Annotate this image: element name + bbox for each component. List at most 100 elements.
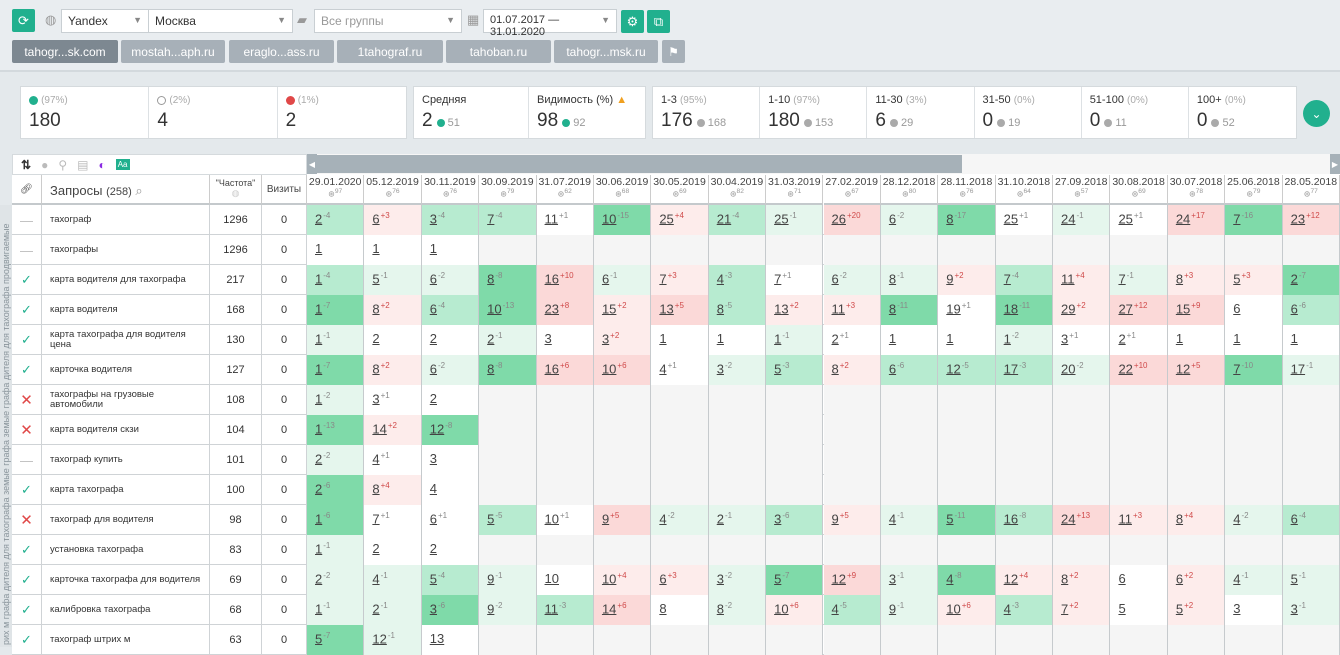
query-text[interactable]: карта водителя для тахографа <box>42 265 210 295</box>
position-value[interactable]: 3 <box>716 361 724 377</box>
position-value[interactable]: 1 <box>774 331 782 347</box>
position-cell[interactable]: 6-1 <box>593 265 652 295</box>
groups-select[interactable]: Все группы ▼ <box>314 9 462 33</box>
position-value[interactable]: 3 <box>716 571 724 587</box>
position-cell[interactable]: 16+10 <box>536 265 594 295</box>
position-value[interactable]: 5 <box>372 271 380 287</box>
position-value[interactable]: 12 <box>946 361 961 377</box>
date-column-header[interactable]: 30.05.2019 ⊛69 <box>651 175 709 205</box>
position-cell[interactable]: 2 <box>364 325 422 355</box>
position-cell[interactable]: 1 <box>938 325 996 355</box>
export-button[interactable]: ⧉ <box>647 10 670 33</box>
position-value[interactable]: 8 <box>716 301 724 317</box>
position-cell[interactable]: 1-2 <box>995 325 1054 355</box>
position-value[interactable]: 9 <box>831 511 839 527</box>
position-value[interactable]: 2 <box>429 331 437 346</box>
position-cell[interactable]: 6 <box>1110 565 1168 595</box>
date-column-header[interactable]: 31.07.2019 ⊛62 <box>536 175 594 205</box>
position-value[interactable]: 12 <box>1175 361 1191 377</box>
project-tab[interactable]: tahogr...sk.com <box>12 40 118 63</box>
scrollbar-thumb[interactable] <box>317 155 962 173</box>
position-cell[interactable]: 3 <box>536 325 594 355</box>
position-value[interactable]: 3 <box>601 331 610 347</box>
position-cell[interactable]: 1-1 <box>307 325 365 355</box>
query-text[interactable]: тахографы <box>42 235 210 265</box>
position-value[interactable]: 2 <box>1290 271 1298 287</box>
position-cell[interactable]: 7-4 <box>479 205 537 235</box>
position-value[interactable]: 4 <box>716 271 724 287</box>
position-value[interactable]: 2 <box>487 331 495 347</box>
position-value[interactable]: 1 <box>315 391 323 407</box>
date-column-header[interactable]: 30.04.2019 ⊛82 <box>708 175 767 205</box>
position-value[interactable]: 3 <box>429 451 437 466</box>
position-cell[interactable]: 3 <box>1225 595 1283 625</box>
position-cell[interactable]: 15+9 <box>1167 295 1226 325</box>
position-cell[interactable]: 4-3 <box>995 595 1054 625</box>
position-cell[interactable]: 17-3 <box>995 355 1054 385</box>
position-value[interactable]: 8 <box>1175 271 1184 287</box>
position-value[interactable]: 24 <box>1061 211 1076 227</box>
position-cell[interactable]: 14+2 <box>364 415 422 445</box>
position-cell[interactable]: 6+3 <box>364 205 422 235</box>
position-cell[interactable]: 3+1 <box>364 385 422 415</box>
position-value[interactable]: 14 <box>372 421 387 437</box>
position-value[interactable]: 10 <box>544 571 560 586</box>
position-cell[interactable]: 3+2 <box>593 325 652 355</box>
position-value[interactable]: 3 <box>1061 331 1069 347</box>
position-value[interactable]: 3 <box>774 511 782 527</box>
position-cell[interactable]: 2-7 <box>1282 265 1340 295</box>
position-cell[interactable]: 2 <box>421 385 480 415</box>
position-cell[interactable]: 16-8 <box>995 505 1054 535</box>
position-cell[interactable]: 1 <box>364 235 422 265</box>
position-value[interactable]: 3 <box>888 571 897 587</box>
position-value[interactable]: 4 <box>372 571 380 587</box>
search-icon[interactable]: ⌕ <box>135 183 143 198</box>
position-value[interactable]: 9 <box>946 271 954 287</box>
position-value[interactable]: 9 <box>601 511 610 527</box>
query-text[interactable]: карта тахографа <box>42 475 210 505</box>
position-value[interactable]: 8 <box>888 301 897 317</box>
position-value[interactable]: 1 <box>1003 331 1011 347</box>
position-cell[interactable]: 14+6 <box>593 595 652 625</box>
dash-icon[interactable]: — <box>12 445 42 475</box>
position-value[interactable]: 26 <box>831 211 846 227</box>
position-cell[interactable]: 13 <box>421 625 480 655</box>
position-cell[interactable]: 1-6 <box>307 505 365 535</box>
position-cell[interactable]: 3-1 <box>1282 595 1340 625</box>
position-value[interactable]: 10 <box>601 361 617 377</box>
position-value[interactable]: 25 <box>1118 211 1133 227</box>
position-cell[interactable]: 25+4 <box>651 205 709 235</box>
position-cell[interactable]: 23+12 <box>1282 205 1340 235</box>
query-text[interactable]: тахограф для водителя <box>42 505 210 535</box>
position-value[interactable]: 6 <box>659 571 667 587</box>
position-cell[interactable]: 4+1 <box>651 355 709 385</box>
position-cell[interactable]: 1 <box>1167 325 1226 355</box>
check-icon[interactable]: ✓ <box>12 325 42 355</box>
position-cell[interactable]: 8-17 <box>938 205 996 235</box>
position-value[interactable]: 1 <box>372 241 380 256</box>
query-text[interactable]: установка тахографа <box>42 535 210 565</box>
position-value[interactable]: 1 <box>429 241 437 256</box>
position-value[interactable]: 7 <box>487 211 495 227</box>
position-cell[interactable]: 8+4 <box>1167 505 1226 535</box>
position-cell[interactable]: 6-2 <box>823 265 881 295</box>
query-text[interactable]: карта водителя <box>42 295 210 325</box>
position-value[interactable]: 7 <box>372 511 380 527</box>
contrast-icon[interactable]: ◐ <box>98 157 106 172</box>
position-value[interactable]: 12 <box>429 421 445 437</box>
position-cell[interactable]: 12-5 <box>938 355 996 385</box>
position-value[interactable]: 10 <box>544 511 560 527</box>
position-cell[interactable]: 1-13 <box>307 415 365 445</box>
position-cell[interactable]: 2 <box>364 535 422 565</box>
position-cell[interactable]: 1-1 <box>766 325 824 355</box>
position-cell[interactable]: 4-1 <box>1225 565 1283 595</box>
position-value[interactable]: 16 <box>1003 511 1019 527</box>
position-value[interactable]: 10 <box>774 601 789 617</box>
position-cell[interactable]: 24-1 <box>1053 205 1111 235</box>
position-value[interactable]: 6 <box>1175 571 1184 587</box>
position-value[interactable]: 3 <box>372 391 380 407</box>
position-cell[interactable]: 6 <box>1225 295 1283 325</box>
position-value[interactable]: 12 <box>831 571 846 587</box>
position-value[interactable]: 2 <box>716 511 724 527</box>
position-cell[interactable]: 2-1 <box>708 505 767 535</box>
